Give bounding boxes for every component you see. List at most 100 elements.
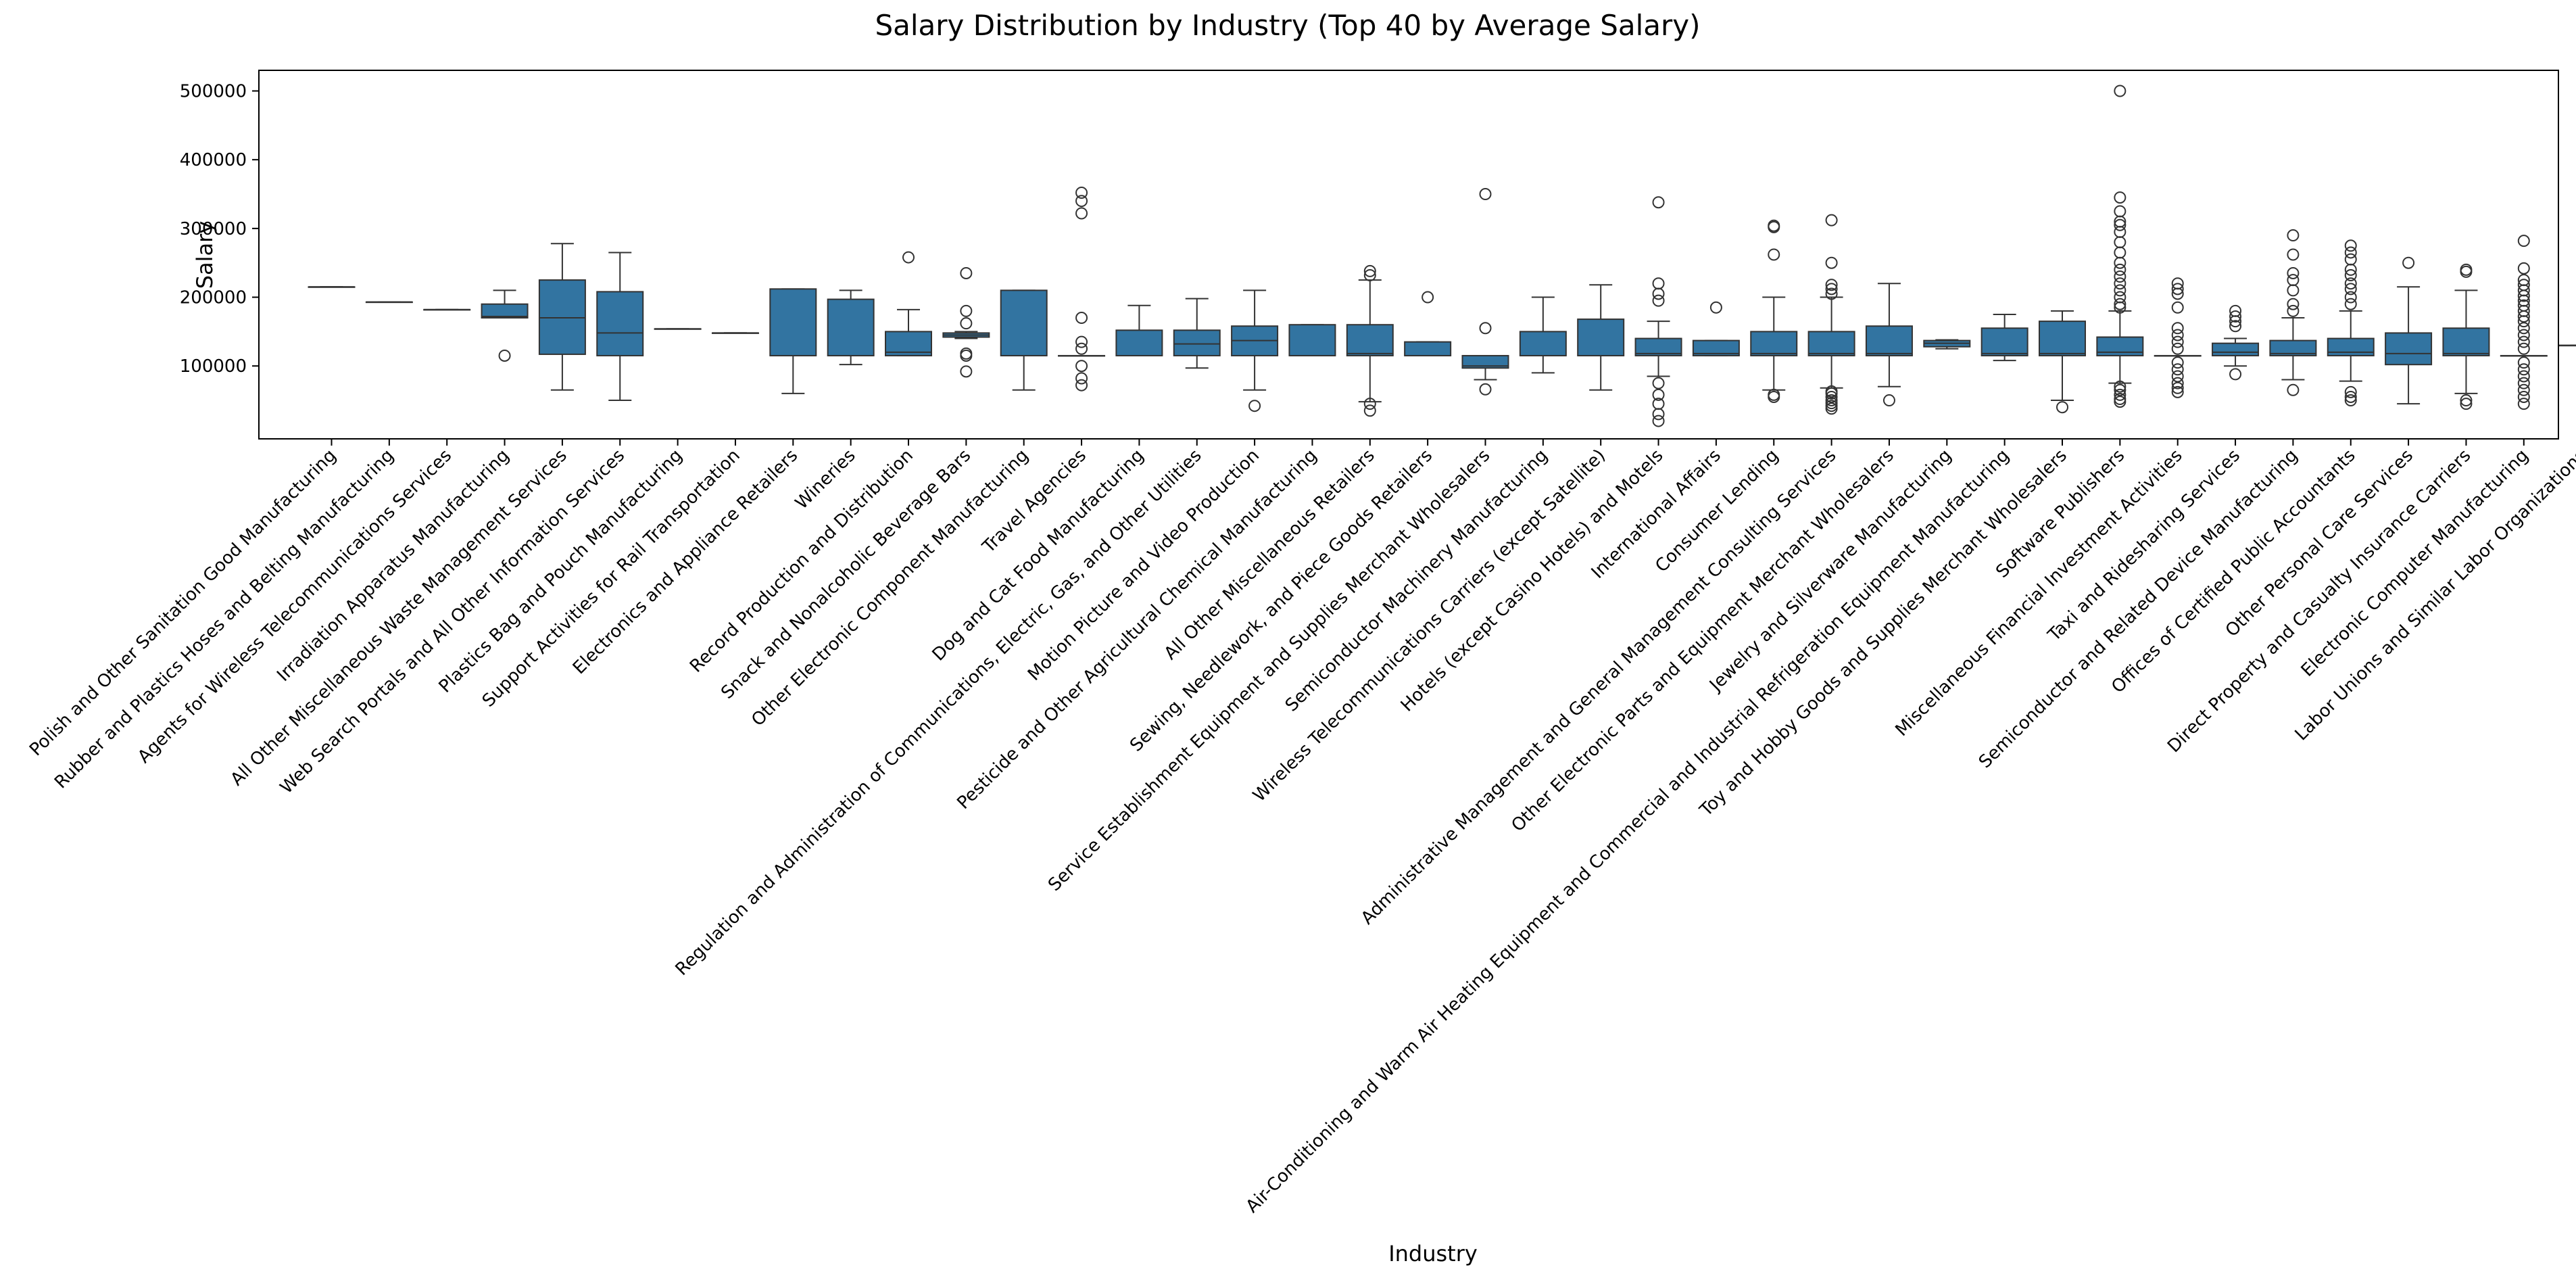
iqr-box xyxy=(1807,331,1855,356)
outlier-point xyxy=(2344,385,2357,398)
x-tick-label: Travel Agencies xyxy=(978,446,1090,558)
outlier-point xyxy=(1479,188,1492,201)
box-group xyxy=(1807,214,1855,415)
outlier-point xyxy=(1363,398,1376,410)
outlier-point xyxy=(2287,284,2300,297)
box-group xyxy=(481,289,529,362)
box-group xyxy=(1519,296,1567,374)
box-group xyxy=(1000,289,1048,391)
outlier-point xyxy=(2114,277,2127,290)
outlier-point xyxy=(2171,335,2184,348)
box-series xyxy=(308,85,2576,427)
iqr-box xyxy=(1865,325,1913,356)
outlier-point xyxy=(2114,291,2127,304)
y-tick-label: 200000 xyxy=(180,288,247,308)
outlier-point xyxy=(1075,312,1088,325)
box-group xyxy=(1288,324,1336,356)
outlier-point xyxy=(1075,207,1088,220)
outlier-point xyxy=(2114,218,2127,231)
outlier-point xyxy=(1652,294,1665,307)
outlier-point xyxy=(2517,335,2530,348)
outlier-point xyxy=(2171,283,2184,295)
box-group xyxy=(2212,304,2260,381)
outlier-point xyxy=(2344,239,2357,252)
outlier-point xyxy=(1652,287,1665,300)
x-tick-label: Service Establishment Equipment and Supp… xyxy=(1044,446,1494,895)
box-group xyxy=(365,301,413,304)
outlier-point xyxy=(2344,277,2357,290)
outlier-point xyxy=(2114,205,2127,218)
outlier-point xyxy=(2287,298,2300,310)
outlier-point xyxy=(2229,320,2242,333)
outlier-point xyxy=(2114,236,2127,249)
y-axis-title: Salary xyxy=(192,221,218,289)
outlier-point xyxy=(2229,304,2242,317)
outlier-point xyxy=(2287,274,2300,287)
iqr-box xyxy=(596,291,644,356)
box-group xyxy=(2500,235,2548,410)
box-group xyxy=(827,289,875,366)
iqr-box xyxy=(538,279,586,355)
outlier-point xyxy=(1363,269,1376,282)
outlier-point xyxy=(2517,235,2530,247)
outlier-point xyxy=(960,304,973,317)
outlier-point xyxy=(2114,380,2127,393)
iqr-box xyxy=(1634,337,1682,356)
outlier-point xyxy=(1421,291,1434,304)
box-group xyxy=(2385,256,2433,405)
outlier-point xyxy=(2344,253,2357,266)
iqr-box xyxy=(2212,342,2260,356)
outlier-point xyxy=(2171,277,2184,290)
iqr-box xyxy=(1346,324,1394,356)
iqr-box xyxy=(1519,331,1567,356)
outlier-point xyxy=(1652,196,1665,209)
box-group xyxy=(2096,85,2144,408)
outlier-point xyxy=(2344,246,2357,259)
outlier-point xyxy=(2287,383,2300,396)
outlier-point xyxy=(2517,363,2530,376)
outlier-point xyxy=(2171,363,2184,376)
outlier-point xyxy=(1825,283,1838,295)
iqr-box xyxy=(2039,321,2086,356)
outlier-point xyxy=(2171,329,2184,341)
iqr-box xyxy=(1461,354,1509,369)
x-tick-label: Other Electronic Parts and Equipment Mer… xyxy=(1507,446,1897,836)
outlier-point xyxy=(1652,398,1665,410)
outlier-point xyxy=(2114,284,2127,297)
outlier-point xyxy=(2114,270,2127,283)
box-group xyxy=(2442,263,2490,410)
outlier-point xyxy=(2114,85,2127,97)
iqr-box xyxy=(1404,341,1452,356)
iqr-box xyxy=(1980,327,2028,356)
box-group xyxy=(1346,264,1394,417)
iqr-box xyxy=(2269,339,2317,356)
outlier-point xyxy=(2517,356,2530,369)
outlier-point xyxy=(2517,383,2530,396)
outlier-point xyxy=(2114,388,2127,401)
outlier-point xyxy=(2114,191,2127,204)
outlier-point xyxy=(2114,246,2127,259)
x-axis-ticks: Polish and Other Sanitation Good Manufac… xyxy=(26,439,2576,1217)
outlier-point xyxy=(2344,283,2357,295)
outlier-point xyxy=(2287,229,2300,242)
outlier-point xyxy=(2114,256,2127,269)
outlier-point xyxy=(498,349,511,362)
box-group xyxy=(1231,289,1279,412)
iqr-box xyxy=(1692,339,1740,356)
box-group xyxy=(2327,239,2375,407)
outlier-point xyxy=(1652,377,1665,389)
outlier-point xyxy=(2171,377,2184,389)
outlier-point xyxy=(1075,335,1088,348)
outlier-point xyxy=(1363,264,1376,277)
outlier-point xyxy=(1652,408,1665,421)
box-group xyxy=(1173,298,1221,369)
outlier-point xyxy=(2344,291,2357,304)
outlier-point xyxy=(2344,394,2357,407)
outlier-point xyxy=(2517,279,2530,291)
iqr-box xyxy=(481,303,529,319)
box-group xyxy=(2154,277,2202,398)
iqr-box xyxy=(1115,329,1163,356)
outlier-point xyxy=(2171,322,2184,335)
iqr-box xyxy=(2385,332,2433,366)
outlier-point xyxy=(2460,398,2473,410)
